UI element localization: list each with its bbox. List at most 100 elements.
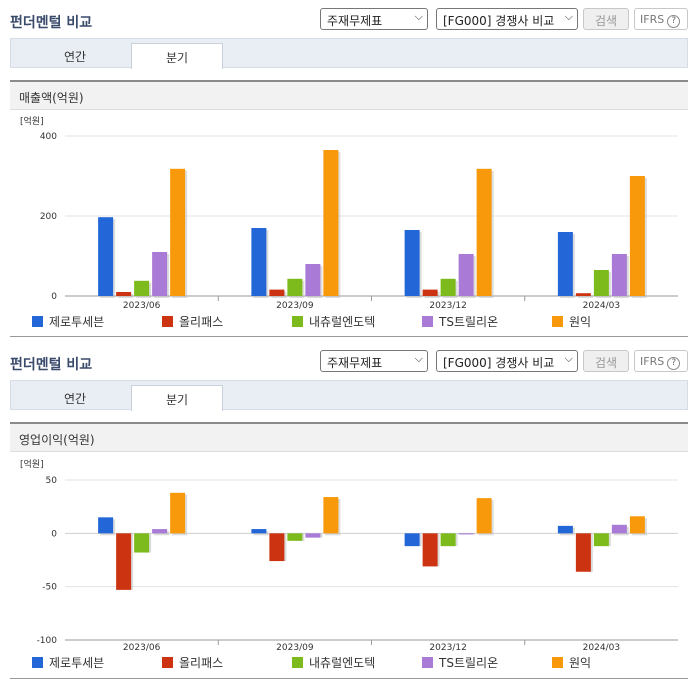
legend-label: 내츄럴엔도텍 xyxy=(309,656,376,670)
section-divider xyxy=(10,678,688,679)
x-tick-label: 2023/12 xyxy=(429,301,466,311)
legend-swatch xyxy=(422,657,433,668)
legend-swatch xyxy=(552,316,563,327)
legend-swatch xyxy=(32,316,43,327)
legend-item[interactable]: 올리패스 xyxy=(162,654,223,671)
section-title: 펀더멘털 비교 xyxy=(10,357,93,373)
x-tick-label: 2023/09 xyxy=(276,643,314,652)
legend-label: 원익 xyxy=(569,656,592,670)
x-tick-label: 2023/06 xyxy=(123,301,161,311)
help-icon: ? xyxy=(667,15,681,28)
compare-select-value: [FG000] 경쟁사 비교 xyxy=(443,356,555,370)
bar xyxy=(593,270,609,296)
legend-label: 올리패스 xyxy=(179,315,224,329)
statement-select-value: 주재무제표 xyxy=(327,14,383,28)
statement-select[interactable]: 주재무제표 ⌵ xyxy=(320,350,428,372)
legend-swatch xyxy=(162,316,173,327)
ifrs-label: IFRS xyxy=(640,355,665,368)
bar xyxy=(476,498,492,534)
legend-swatch xyxy=(422,316,433,327)
bar xyxy=(323,150,339,296)
bar xyxy=(422,289,438,296)
bar xyxy=(251,529,267,534)
legend-label: 제로투세븐 xyxy=(49,315,105,329)
legend-item[interactable]: TS트릴리온 xyxy=(422,313,498,330)
legend-item[interactable]: 원익 xyxy=(552,654,591,671)
operating-income-chart: [억원] -100 -50 0 50 2023/06 2023/09 2023/12 2024/… xyxy=(20,458,678,652)
unit-label: [억원] xyxy=(20,115,44,127)
compare-select[interactable]: [FG000] 경쟁사 비교 ⌵ xyxy=(436,350,578,372)
bar xyxy=(152,529,168,534)
bar xyxy=(134,280,150,296)
tab-annual[interactable]: 연간 xyxy=(63,50,87,64)
bar xyxy=(269,289,285,296)
bar xyxy=(557,525,573,534)
search-button[interactable]: 검색 xyxy=(583,8,629,30)
legend-label: TS트릴리온 xyxy=(439,656,499,670)
x-tick-label: 2023/09 xyxy=(276,301,314,311)
revenue-chart: [억원] 0 200 400 2023/06 2023/09 2023/12 2024/03 xyxy=(20,115,678,311)
legend-label: 제로투세븐 xyxy=(49,656,105,670)
legend-item[interactable]: TS트릴리온 xyxy=(422,654,498,671)
chart-header: 매출액(억원) xyxy=(10,80,688,110)
bar xyxy=(170,168,186,296)
legend-item[interactable]: 원익 xyxy=(552,313,591,330)
x-tick-label: 2024/03 xyxy=(583,301,620,311)
legend-item[interactable]: 제로투세븐 xyxy=(32,313,104,330)
tab-annual[interactable]: 연간 xyxy=(63,392,87,406)
bar xyxy=(629,176,645,296)
legend-item[interactable]: 내츄럴엔도텍 xyxy=(292,313,375,330)
bar xyxy=(404,533,420,547)
tab-quarterly[interactable]: 분기 xyxy=(131,43,223,69)
ifrs-button[interactable]: IFRS? xyxy=(634,8,688,30)
statement-select[interactable]: 주재무제표 ⌵ xyxy=(320,8,428,30)
y-tick-label: 0 xyxy=(51,529,57,539)
legend-swatch xyxy=(552,657,563,668)
bar xyxy=(116,292,132,296)
x-tick-label: 2023/12 xyxy=(429,643,466,652)
legend-label: 원익 xyxy=(569,315,592,329)
bar xyxy=(305,533,321,538)
legend-item[interactable]: 제로투세븐 xyxy=(32,654,104,671)
bar xyxy=(422,533,438,567)
unit-label: [억원] xyxy=(20,458,44,470)
legend-swatch xyxy=(292,316,303,327)
bar xyxy=(269,533,285,562)
bar xyxy=(170,492,186,534)
bar xyxy=(476,168,492,296)
ifrs-button[interactable]: IFRS? xyxy=(634,350,688,372)
legend-label: 내츄럴엔도텍 xyxy=(309,315,376,329)
bar xyxy=(440,278,456,296)
period-tabs: 연간 분기 xyxy=(10,38,688,69)
search-button[interactable]: 검색 xyxy=(583,350,629,372)
x-tick-label: 2023/06 xyxy=(123,643,161,652)
bar xyxy=(404,230,420,296)
bar xyxy=(323,497,339,534)
y-tick-label: -100 xyxy=(37,636,58,646)
y-tick-label: 0 xyxy=(51,292,57,302)
chevron-down-icon: ⌵ xyxy=(414,10,423,23)
bar xyxy=(287,533,303,541)
legend-swatch xyxy=(292,657,303,668)
bar xyxy=(98,217,114,296)
period-tabs: 연간 분기 xyxy=(10,380,688,411)
bar xyxy=(134,533,150,553)
x-tick-label: 2024/03 xyxy=(583,643,620,652)
tab-quarterly[interactable]: 분기 xyxy=(131,385,223,411)
fundamental-section-revenue: 펀더멘털 비교 주재무제표 ⌵ [FG000] 경쟁사 비교 ⌵ 검색 IFRS… xyxy=(0,0,696,340)
bar xyxy=(458,533,474,535)
legend-swatch xyxy=(162,657,173,668)
legend-item[interactable]: 올리패스 xyxy=(162,313,223,330)
compare-select[interactable]: [FG000] 경쟁사 비교 ⌵ xyxy=(436,8,578,30)
fundamental-section-op-income: 펀더멘털 비교 주재무제표 ⌵ [FG000] 경쟁사 비교 ⌵ 검색 IFRS… xyxy=(0,342,696,684)
bar xyxy=(116,533,132,590)
chart-legend: 제로투세븐 올리패스 내츄럴엔도텍 TS트릴리온 원익 xyxy=(10,654,688,674)
bar xyxy=(152,252,168,296)
help-icon: ? xyxy=(667,357,681,370)
bar xyxy=(593,533,609,547)
bar xyxy=(251,228,267,296)
bar xyxy=(458,254,474,296)
legend-item[interactable]: 내츄럴엔도텍 xyxy=(292,654,375,671)
y-tick-label: 50 xyxy=(46,476,58,486)
y-tick-label: -50 xyxy=(42,583,57,593)
